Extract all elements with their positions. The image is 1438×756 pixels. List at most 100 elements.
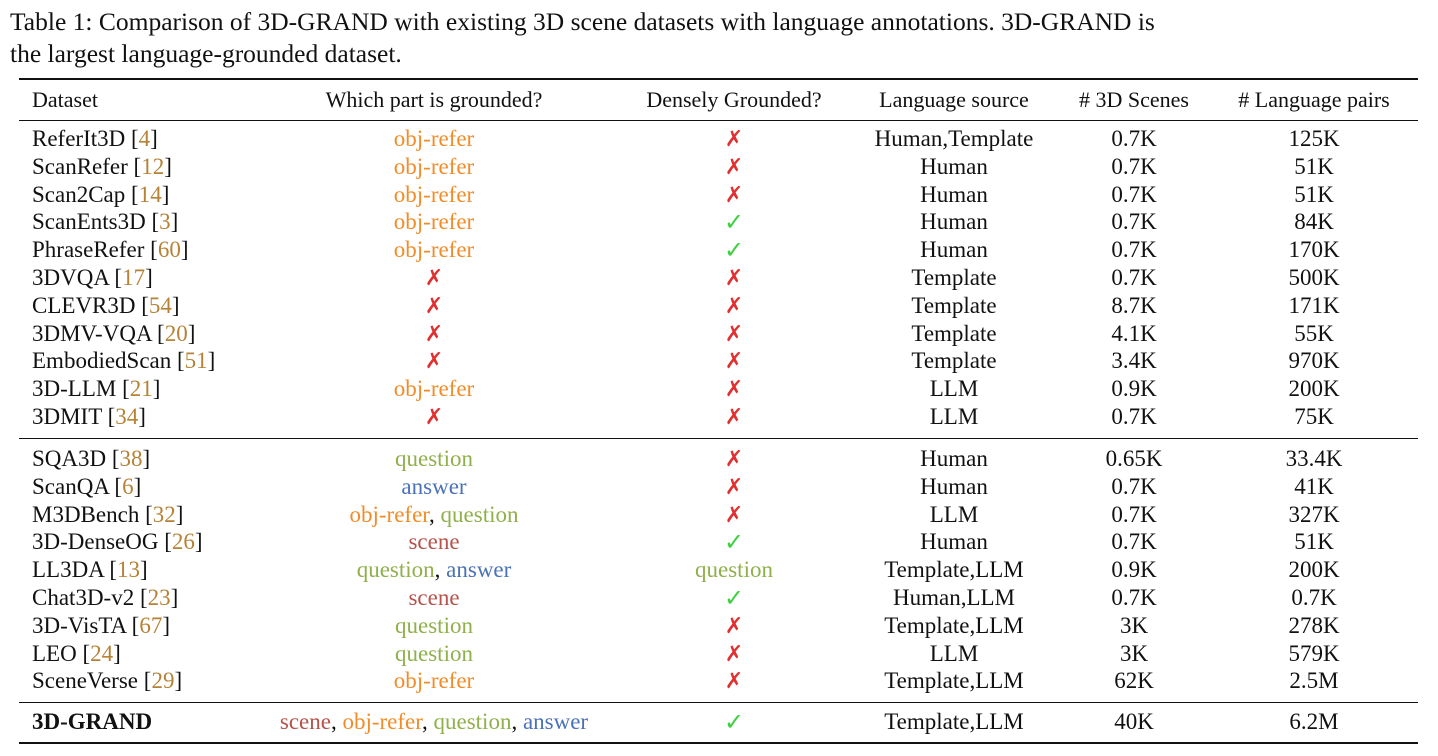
scene-count: 0.7K	[1111, 265, 1157, 290]
grounded-part: ✗	[229, 320, 639, 349]
dataset-label: 3D-LLM	[32, 376, 117, 402]
dataset-name: CLEVR3D [54]	[32, 292, 180, 318]
dataset-name: 3DMIT [34]	[32, 404, 146, 429]
language-source: Template	[911, 348, 997, 374]
scene-count: 4.1K	[1111, 320, 1157, 346]
scene-count: 0.7K	[1111, 153, 1157, 179]
pair-count: 51K	[1294, 153, 1334, 179]
densely-grounded: ✗	[629, 153, 839, 182]
language-source: LLM	[929, 501, 979, 527]
grounded-tag-scene: scene	[279, 709, 331, 734]
language-source: Template,LLM	[884, 668, 1024, 694]
table-row: 3DVQA [17] ✗ ✗ Template 0.7K 500K	[19, 264, 1418, 292]
cross-icon: ✗	[724, 641, 744, 667]
table-row: EmbodiedScan [51] ✗ ✗ Template 3.4K 970K	[19, 347, 1418, 375]
table-row: Chat3D-v2 [23] scene ✓ Human,LLM 0.7K 0.7K	[19, 584, 1418, 612]
grounded-part: ✗	[229, 292, 639, 321]
cross-icon: ✗	[724, 447, 744, 472]
grounded-tag-scene: scene	[408, 529, 460, 555]
check-icon: ✓	[723, 528, 745, 557]
language-source: Template	[911, 265, 997, 290]
densely-grounded: ✗	[629, 473, 839, 502]
citation-ref: 3	[159, 209, 171, 235]
table-row: ScanQA [6] answer ✗ Human 0.7K 41K	[19, 473, 1418, 501]
header-densely-grounded: Densely Grounded?	[646, 87, 822, 112]
citation-ref: 20	[164, 320, 188, 346]
bottom-rule	[19, 742, 1418, 744]
table-row: 3DMIT [34] ✗ ✗ LLM 0.7K 75K	[19, 403, 1418, 431]
grounded-part: obj-refer	[229, 667, 639, 695]
scene-count: 40K	[1114, 709, 1154, 734]
table-row: ReferIt3D [4] obj-refer ✗ Human,Template 0.7…	[19, 125, 1418, 153]
header-language-pairs: # Language pairs	[1238, 87, 1390, 112]
densely-grounded: ✗	[629, 501, 839, 530]
grounded-part: obj-refer	[229, 125, 639, 153]
top-rule	[19, 78, 1418, 80]
grounded-tag-question: question	[395, 446, 473, 471]
pair-count: 84K	[1294, 209, 1334, 235]
grounded-tag-question: question	[433, 709, 512, 734]
dataset-name: ScanRefer [12]	[32, 153, 172, 179]
dataset-name: LEO [24]	[32, 640, 121, 666]
densely-grounded: ✗	[629, 347, 839, 376]
table-row: SceneVerse [29] obj-refer ✗ Template,LLM 62K…	[19, 667, 1418, 695]
dataset-name: Scan2Cap [14]	[32, 181, 170, 207]
language-source: LLM	[929, 376, 979, 402]
dataset-name: 3D-LLM [21]	[32, 376, 161, 402]
citation-ref: 14	[138, 181, 162, 207]
check-icon: ✓	[723, 584, 745, 612]
table-row: 3D-DenseOG [26] scene ✓ Human 0.7K 51K	[19, 528, 1418, 556]
grounded-tag-scene: scene	[408, 585, 460, 610]
final-separator-rule	[19, 702, 1418, 703]
grounded-tag-obj-refer: obj-refer	[342, 709, 422, 734]
language-source: Human,LLM	[892, 585, 1015, 610]
cross-icon: ✗	[724, 127, 744, 152]
scene-count: 0.7K	[1111, 529, 1157, 555]
grounded-tag-question: question	[395, 640, 473, 666]
grounded-part: obj-refer	[229, 236, 639, 264]
grounded-tag-question: question	[440, 501, 519, 527]
language-source: Human	[920, 181, 988, 207]
grounded-tag-answer: answer	[401, 473, 467, 499]
pair-count: 55K	[1294, 320, 1334, 346]
dataset-label: ScanRefer	[32, 153, 128, 179]
dataset-name: ScanQA [6]	[32, 473, 142, 499]
cross-icon: ✗	[724, 405, 744, 430]
dataset-label: CLEVR3D	[32, 292, 136, 318]
dataset-name: SceneVerse [29]	[32, 668, 183, 694]
scene-count: 0.9K	[1111, 376, 1157, 402]
language-source: Human	[920, 153, 988, 179]
dataset-name: 3D-GRAND	[32, 708, 152, 736]
cross-icon: ✗	[724, 377, 744, 403]
pair-count: 6.2M	[1289, 709, 1339, 734]
header-dataset: Dataset	[32, 87, 98, 112]
citation-ref: 12	[141, 153, 165, 179]
citation-ref: 26	[171, 529, 195, 555]
final-row: 3D-GRAND scene, obj-refer, question, answ…	[19, 708, 1418, 736]
citation-ref: 34	[115, 404, 139, 429]
densely-grounded: ✗	[629, 403, 839, 432]
densely-grounded: ✓	[629, 584, 839, 613]
scene-count: 3.4K	[1111, 348, 1157, 374]
dataset-name: 3DMV-VQA [20]	[32, 320, 196, 346]
grounded-tag-answer: answer	[522, 709, 589, 734]
scene-count: 0.7K	[1111, 126, 1157, 151]
group-separator-rule	[19, 438, 1418, 439]
table-row: 3DMV-VQA [20] ✗ ✗ Template 4.1K 55K	[19, 320, 1418, 348]
dataset-label: 3DVQA	[32, 265, 109, 290]
pair-count: 278K	[1288, 612, 1340, 638]
dataset-label: 3D-GRAND	[32, 709, 153, 734]
densely-grounded: ✗	[629, 292, 839, 321]
grounded-part: obj-refer	[229, 375, 639, 403]
cross-icon: ✗	[724, 266, 744, 291]
dataset-name: ReferIt3D [4]	[32, 126, 158, 151]
grounded-part: scene	[229, 528, 639, 556]
densely-grounded: ✓	[629, 528, 839, 557]
cross-icon: ✗	[724, 182, 744, 208]
cross-icon: ✗	[424, 293, 444, 319]
dataset-label: ScanEnts3D	[32, 209, 146, 235]
cross-icon: ✗	[424, 405, 444, 430]
dataset-name: EmbodiedScan [51]	[32, 348, 216, 374]
language-source: Human	[920, 209, 988, 235]
pair-count: 41K	[1294, 473, 1334, 499]
